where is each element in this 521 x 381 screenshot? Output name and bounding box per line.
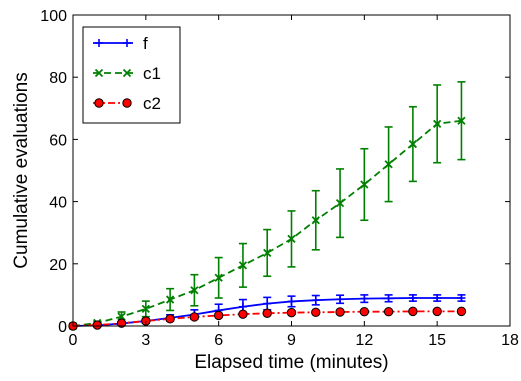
y-tick-label: 80 [49,70,67,87]
data-point [311,216,320,225]
data-point [287,234,296,244]
data-point [117,312,126,321]
data-point [238,309,248,319]
series-line [72,310,462,327]
data-point [311,307,321,318]
data-point [141,304,150,314]
legend-item-c1: c1 [93,64,161,83]
series-line [72,119,462,327]
data-point [383,306,394,317]
data-point [262,308,272,318]
y-tick-label: 60 [49,132,67,149]
data-point [408,306,418,317]
data-point [432,306,442,317]
legend: f c1 c2 [82,26,181,124]
data-point [190,286,199,295]
x-tick-label: 18 [501,332,519,349]
legend-label: c1 [143,64,161,83]
y-tick-label: 40 [49,195,67,212]
data-point [189,312,200,322]
y-tick-label: 20 [49,257,67,274]
y-tick-label: 100 [40,8,67,25]
data-point [433,119,442,128]
x-tick-label: 15 [428,332,446,349]
data-point [122,68,132,78]
data-point [94,98,104,108]
legend-label: c2 [143,94,161,113]
data-point [335,199,345,208]
data-point [457,116,466,125]
x-tick-label: 6 [214,332,223,349]
data-point [92,320,102,330]
data-point [94,68,104,78]
data-point [165,314,175,324]
series-c2 [68,306,467,331]
x-tick-label: 0 [69,332,78,349]
x-axis-title: Elapsed time (minutes) [194,352,388,373]
legend-item-c2: c2 [93,94,161,113]
x-tick-label: 9 [287,332,296,349]
data-point [286,307,297,318]
axes-layer: 0 3 6 9 12 15 18 0 20 40 60 80 100 [40,8,519,349]
legend-label: f [143,34,148,53]
x-tick-label: 12 [355,332,373,349]
data-point [263,248,272,258]
data-point [384,160,393,169]
legend-item-f: f [93,34,148,53]
y-tick-label: 0 [58,319,67,336]
data-point [408,139,418,149]
y-axis-title: Cumulative evaluations [11,72,32,268]
data-point [214,273,223,282]
data-point [238,261,248,270]
data-point [122,98,132,108]
series-layer [68,81,467,331]
data-point [335,307,345,317]
data-point [116,318,127,328]
data-point [456,306,467,317]
data-point [213,310,224,321]
data-point [165,295,175,304]
data-point [360,180,369,189]
x-tick-label: 3 [141,332,150,349]
data-point [359,306,370,317]
